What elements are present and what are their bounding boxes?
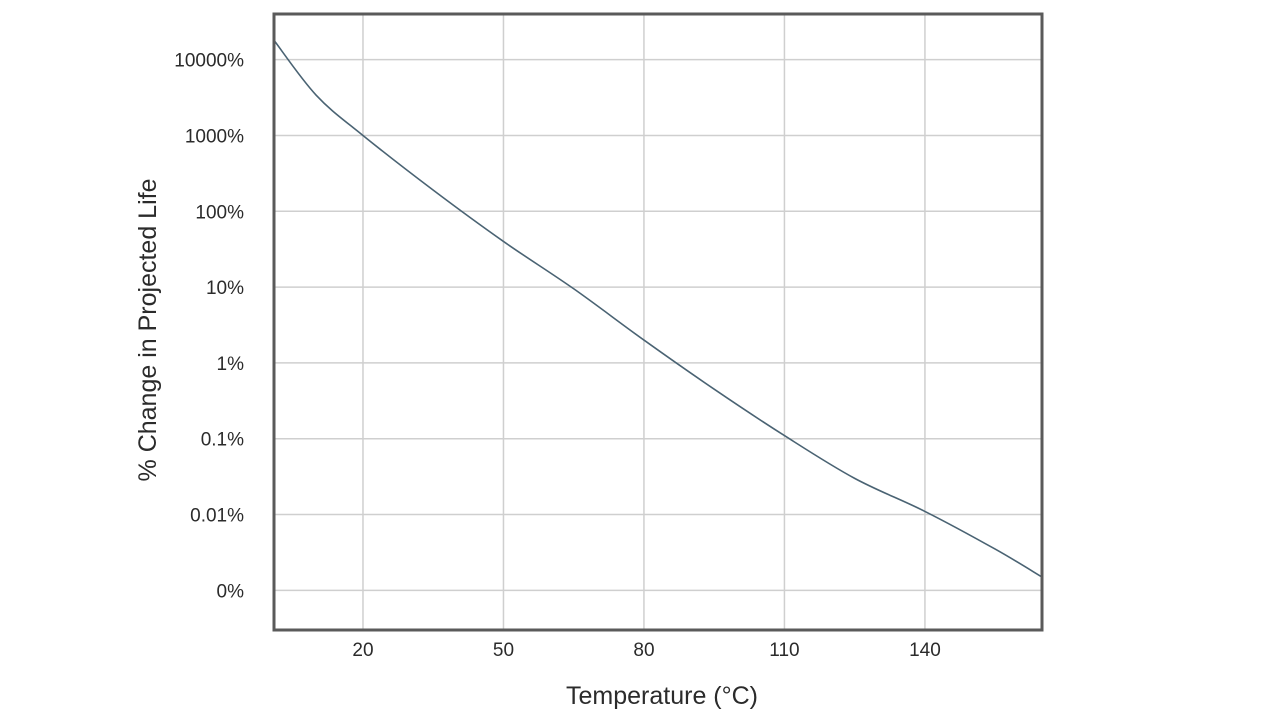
y-tick-label: 0%	[217, 581, 245, 602]
x-axis-title: Temperature (°C)	[566, 682, 758, 710]
y-tick-label: 1000%	[185, 126, 244, 147]
y-tick-label: 10%	[206, 278, 244, 299]
series-line	[273, 39, 1043, 578]
y-tick-label: 0.01%	[190, 506, 244, 527]
y-axis-ticks: 0% 0.01% 0.1% 1% 10% 100% 1000% 10000%	[174, 51, 244, 603]
plot-frame	[272, 12, 1044, 632]
x-tick-label: 140	[909, 640, 941, 661]
x-tick-label: 50	[493, 640, 514, 661]
y-tick-label: 100%	[195, 202, 244, 223]
y-axis-title: % Change in Projected Life	[134, 179, 162, 482]
y-tick-label: 1%	[217, 354, 245, 375]
x-tick-label: 110	[769, 640, 799, 661]
grid-lines	[274, 14, 1042, 630]
x-tick-label: 20	[352, 640, 373, 661]
x-tick-label: 80	[633, 640, 654, 661]
x-axis-ticks: 20 50 80 110 140	[352, 640, 940, 661]
y-tick-label: 0.1%	[201, 430, 244, 451]
y-tick-label: 10000%	[174, 51, 244, 72]
